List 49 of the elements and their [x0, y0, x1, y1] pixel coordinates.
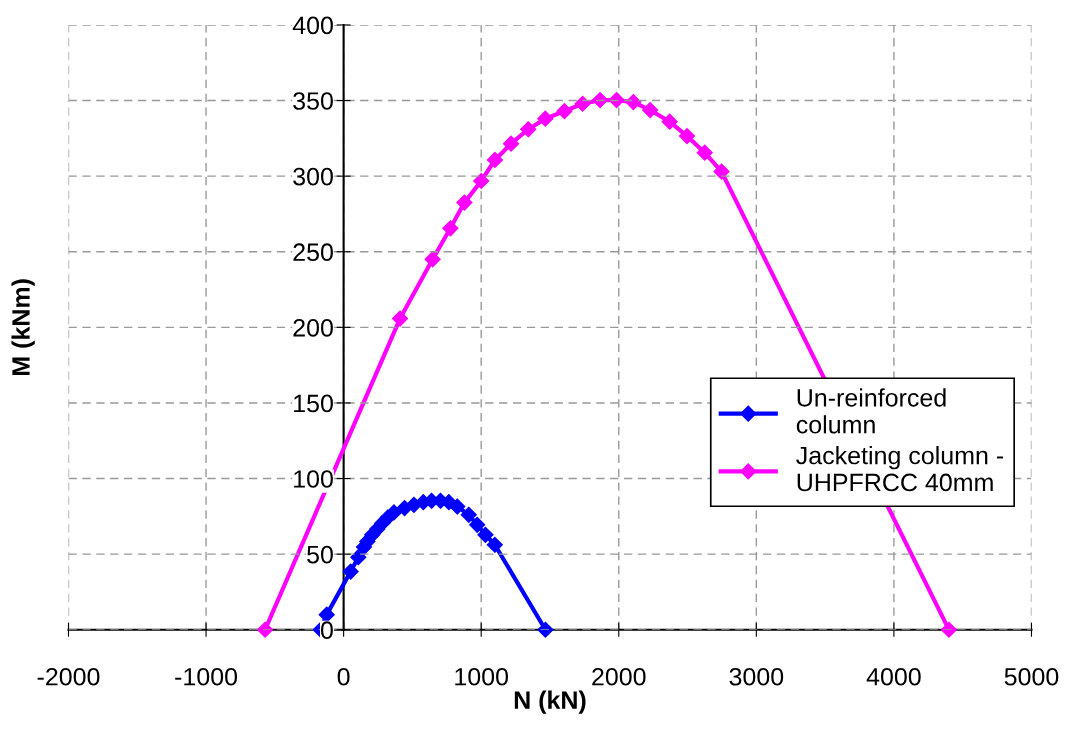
y-tick-label: 300: [293, 167, 333, 186]
point: [477, 526, 494, 543]
point: [442, 220, 459, 237]
x-axis-title: N (kN): [514, 690, 586, 714]
point: [591, 92, 609, 109]
x-tick-label: 2000: [592, 667, 646, 686]
point: [449, 498, 466, 515]
point: [713, 163, 730, 180]
point: [537, 621, 554, 638]
point: [257, 621, 274, 638]
point: [661, 113, 678, 130]
point: [625, 93, 642, 111]
point: [456, 194, 473, 211]
y-tick-label: 50: [307, 545, 333, 564]
y-tick-label: 400: [292, 16, 333, 35]
point: [574, 95, 591, 112]
point: [696, 144, 713, 161]
legend-label: Un-reinforced column: [796, 388, 946, 434]
point: [486, 151, 504, 169]
x-tick-label: 3000: [729, 667, 784, 686]
point: [318, 606, 335, 623]
y-tick-label: 250: [293, 243, 333, 262]
x-tick-label: -1000: [175, 667, 238, 686]
point: [391, 310, 409, 327]
point: [486, 536, 503, 553]
point: [424, 251, 441, 268]
point: [473, 172, 490, 190]
y-tick-label: 200: [293, 318, 333, 337]
x-tick-label: -2000: [37, 667, 100, 686]
legend-label: Jacketing column - UHPFRCC 40mm: [796, 446, 1004, 492]
y-tick-label: 350: [293, 92, 333, 110]
point: [642, 102, 659, 119]
y-axis-title: M (kNm): [11, 279, 35, 375]
x-tick-label: 1000: [455, 667, 509, 686]
y-tick-label: 150: [294, 394, 333, 413]
point: [460, 506, 477, 523]
point: [502, 135, 520, 152]
point: [556, 103, 573, 120]
x-tick-label: 5000: [1004, 667, 1059, 686]
point: [940, 621, 957, 638]
x-tick-label: 0: [337, 667, 350, 686]
point: [342, 563, 359, 580]
y-tick-label: 100: [294, 470, 333, 488]
y-tick-label: 0: [320, 621, 333, 640]
point: [678, 128, 696, 145]
point: [537, 110, 554, 127]
point: [469, 516, 486, 533]
x-tick-label: 4000: [866, 667, 921, 686]
point: [520, 121, 537, 138]
